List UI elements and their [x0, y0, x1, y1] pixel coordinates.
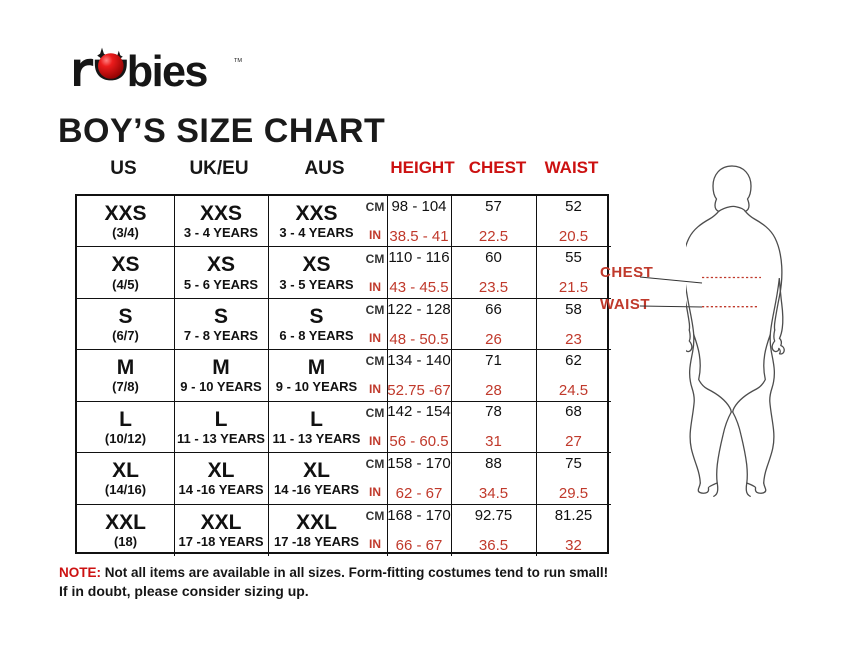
svg-text:TM: TM — [234, 58, 242, 64]
svg-text:bies: bies — [127, 48, 208, 94]
